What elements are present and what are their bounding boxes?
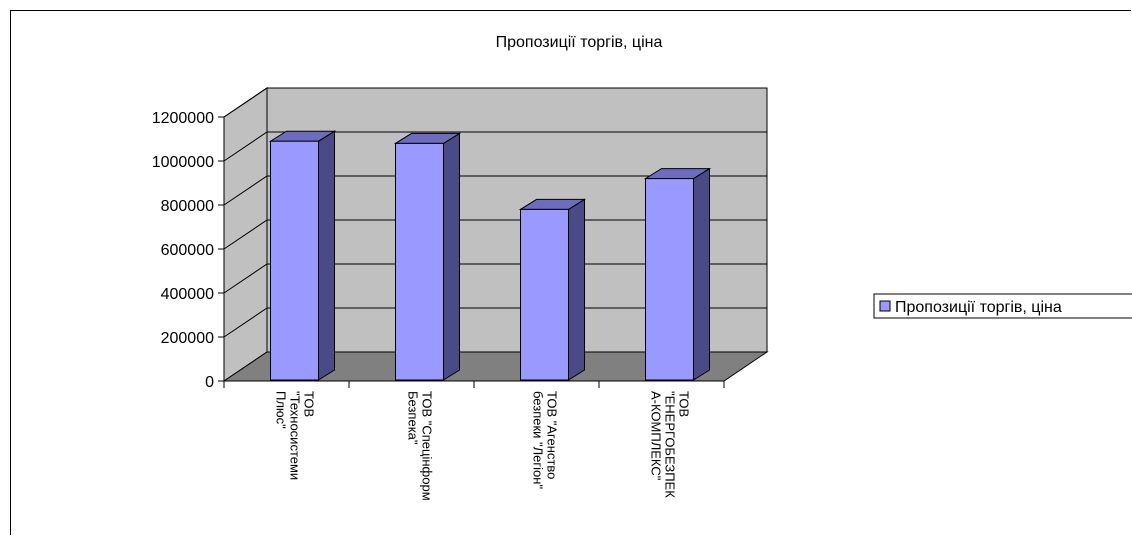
- legend: Пропозиції торгів, ціна: [873, 293, 1132, 319]
- chart-title: Пропозиції торгів, ціна: [496, 34, 663, 51]
- gridlines: [223, 87, 767, 338]
- bar-side: [693, 167, 710, 381]
- y-tick-label: 800000: [161, 198, 214, 215]
- y-axis: 0 200000 400000 600000 800000 1000000 1200000: [152, 110, 225, 391]
- gridline: [223, 263, 767, 294]
- bar-chart: Пропозиції торгів, ціна 0 200000 400000 600…: [152, 34, 1132, 501]
- x-tick-label: ТОВ: [677, 391, 692, 417]
- x-tick-label: ТОВ "Спецінформ: [420, 391, 435, 501]
- legend-swatch: [879, 300, 891, 312]
- chart-area: Пропозиції торгів, ціна 0 200000 400000 600…: [10, 10, 1132, 535]
- bar-side: [568, 198, 585, 381]
- gridline: [223, 87, 767, 118]
- x-tick-label: безпеки "Легіон": [531, 391, 546, 489]
- bar-side: [318, 130, 335, 381]
- x-tick-label: "Техносистеми: [288, 391, 303, 480]
- bar: [520, 208, 569, 381]
- gridline: [223, 307, 767, 338]
- bar: [395, 142, 444, 381]
- legend-box: [873, 293, 1132, 319]
- x-tick-label: ТОВ "Агенство: [545, 391, 560, 479]
- bar-side: [443, 132, 460, 381]
- bar: [270, 140, 319, 381]
- x-tick-label: ТОВ: [302, 391, 317, 417]
- gridline: [223, 131, 767, 162]
- y-tick-label: 0: [205, 374, 214, 391]
- x-tick-label: Плюс": [274, 391, 289, 429]
- gridline: [223, 219, 767, 250]
- y-tick-label: 200000: [161, 330, 214, 347]
- x-tick-label: "ЕНЕРГОБЕЗПЕК: [663, 391, 678, 498]
- bars: [268, 130, 712, 381]
- legend-label: Пропозиції торгів, ціна: [895, 299, 1062, 316]
- y-tick-label: 1200000: [152, 110, 214, 127]
- y-tick-label: 1000000: [152, 154, 214, 171]
- gridline: [223, 175, 767, 206]
- bar: [645, 178, 694, 381]
- y-tick-label: 400000: [161, 286, 214, 303]
- x-tick-label: Безпека": [406, 391, 421, 445]
- y-tick-label: 600000: [161, 242, 214, 259]
- x-tick-label: А-КОМПЛЕКС": [649, 391, 664, 481]
